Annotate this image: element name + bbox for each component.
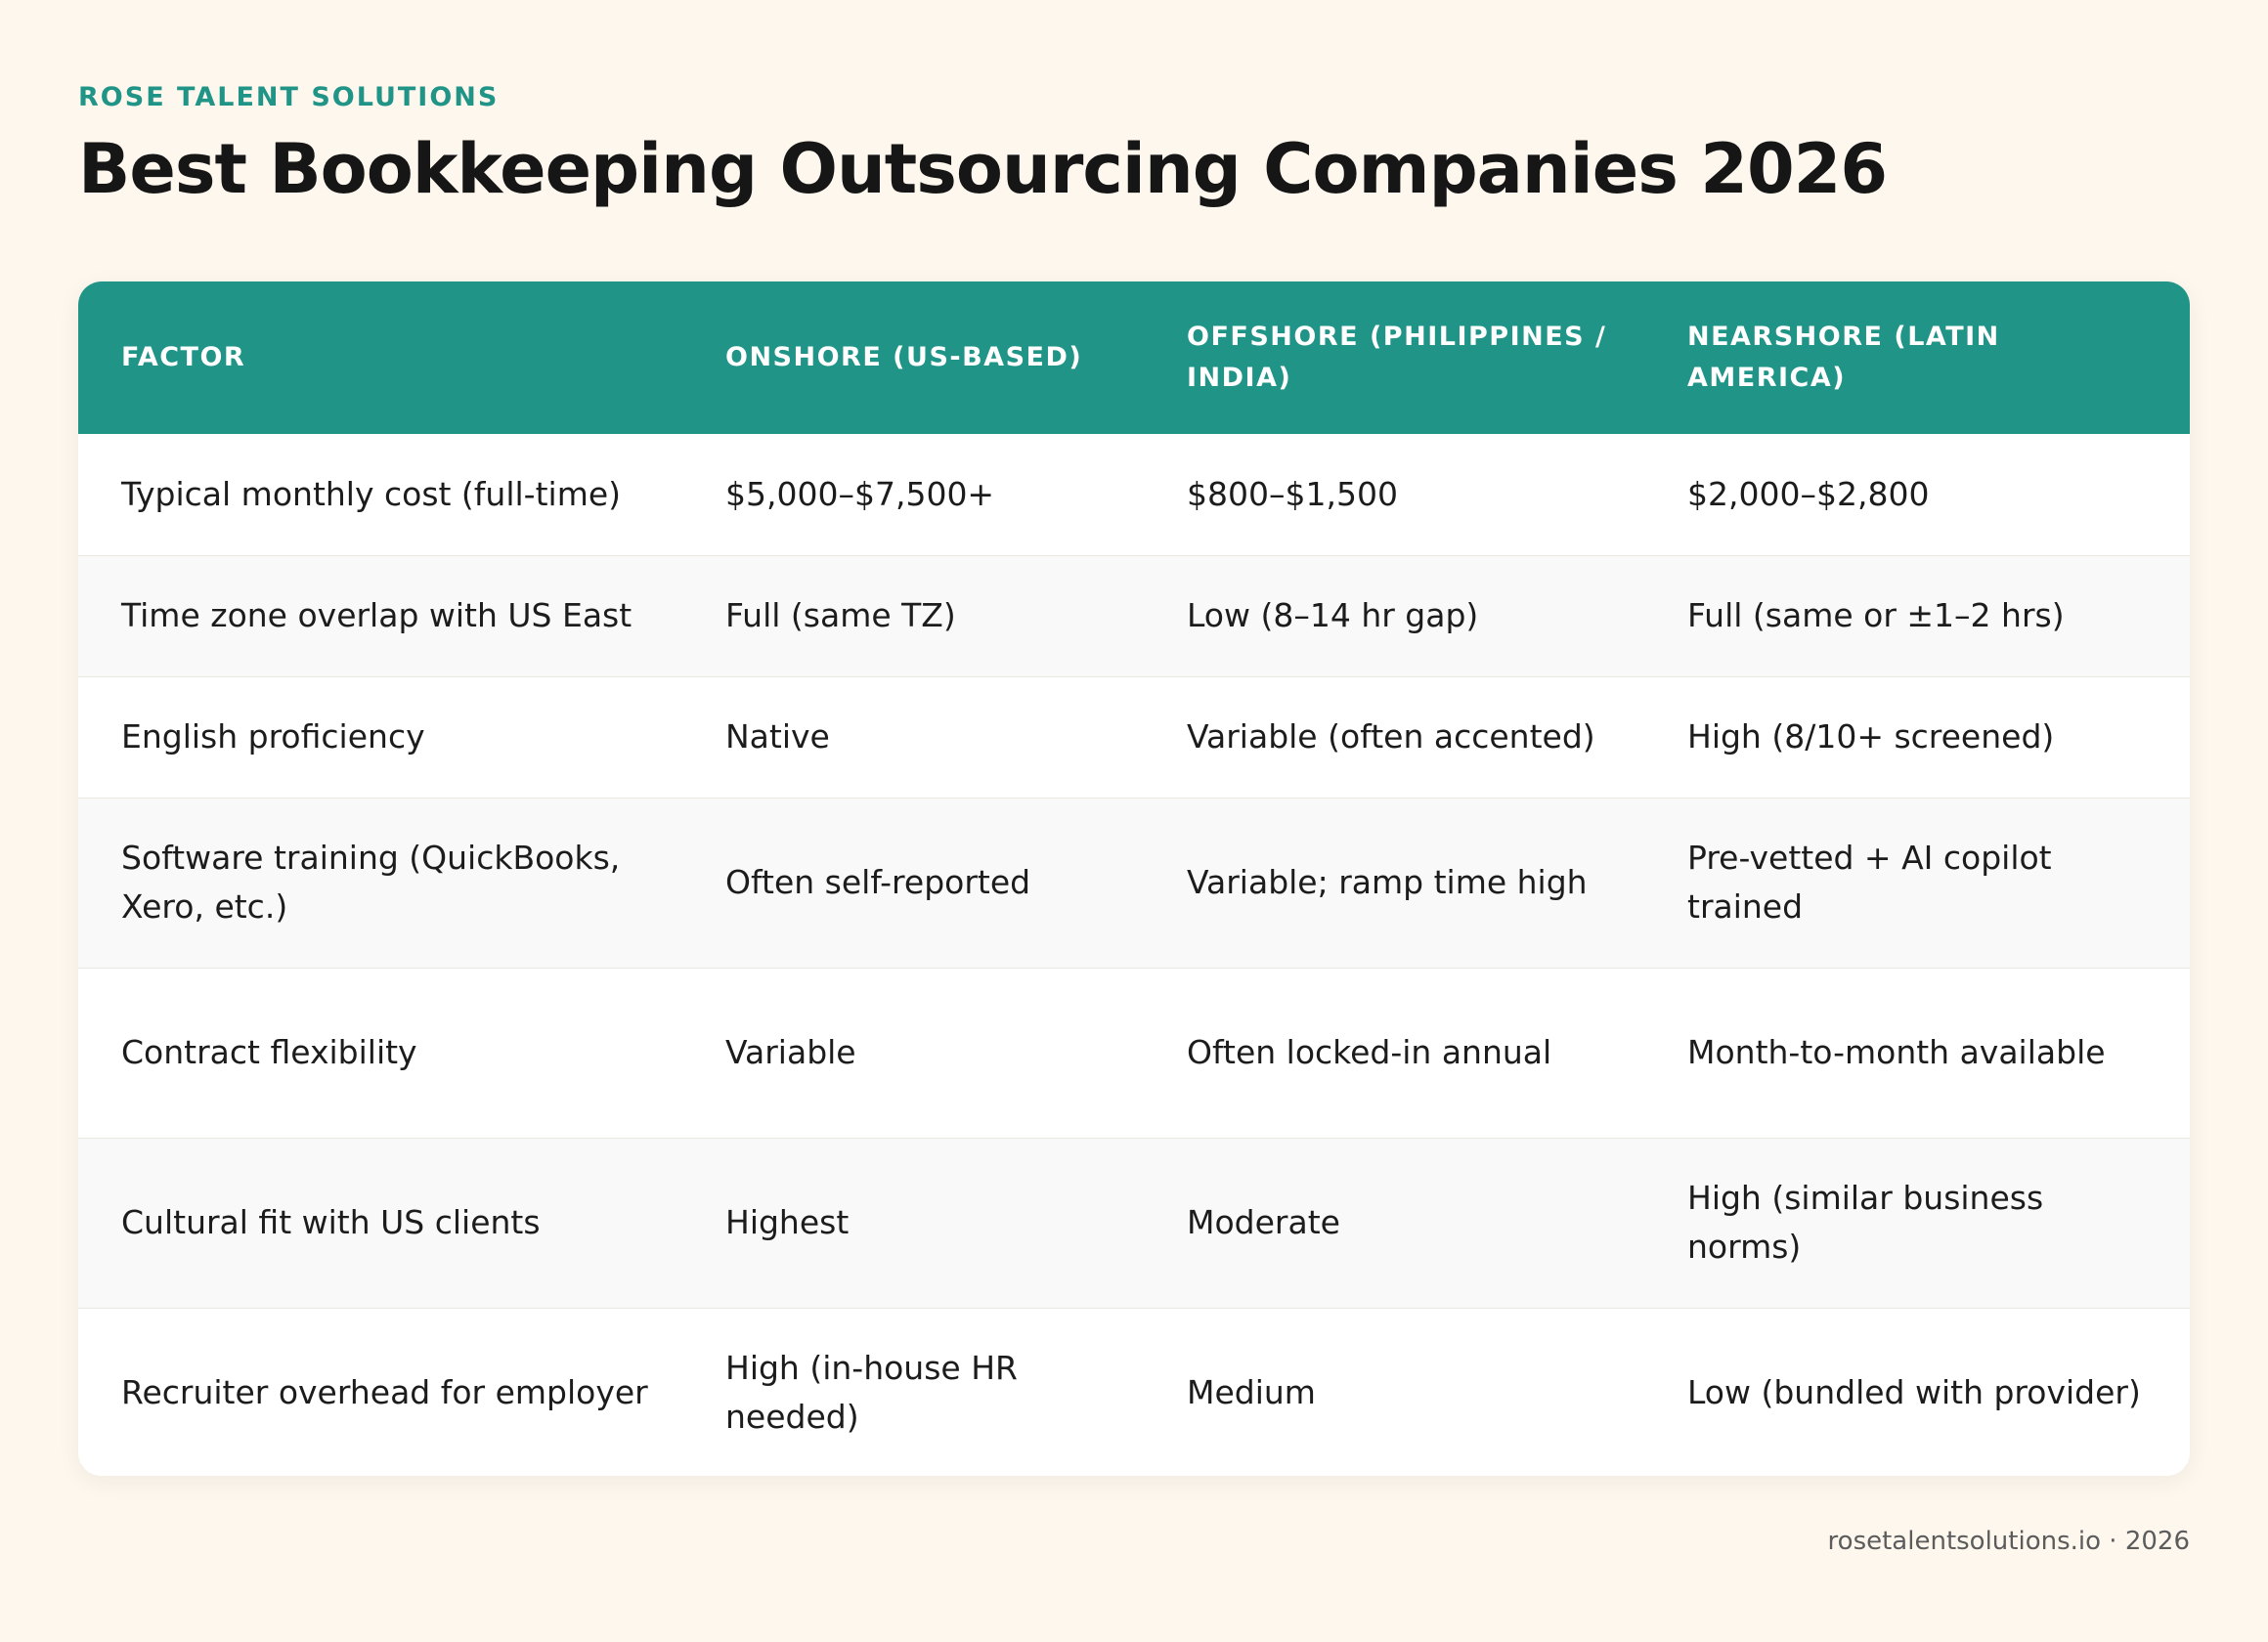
cell-offshore: Variable (often accented) — [1187, 675, 1687, 798]
cell-offshore: $800–$1,500 — [1187, 474, 1398, 513]
cell-onshore: Variable — [725, 967, 1187, 1138]
table-header-row: FACTOR ONSHORE (US-BASED) OFFSHORE (PHIL… — [78, 281, 2190, 434]
cell-offshore: Medium — [1187, 1307, 1687, 1476]
cell-onshore: Full (same TZ) — [725, 554, 1187, 676]
cell-factor: Time zone overlap with US East — [78, 554, 725, 676]
column-header-onshore: ONSHORE (US-BASED) — [725, 342, 1083, 372]
cell-factor: Software training (QuickBooks, Xero, etc… — [78, 797, 725, 968]
cell-factor: Contract flexibility — [78, 967, 725, 1138]
column-header-factor: FACTOR — [121, 342, 246, 372]
cell-factor: Typical monthly cost (full-time) — [121, 474, 622, 513]
table-body: Typical monthly cost (full-time) $5,000–… — [78, 434, 2190, 1476]
cell-factor: Cultural fit with US clients — [78, 1137, 725, 1308]
cell-factor: English proficiency — [78, 675, 725, 798]
table-row: Typical monthly cost (full-time) $5,000–… — [78, 434, 2190, 555]
cell-factor: Recruiter overhead for employer — [78, 1307, 725, 1476]
cell-onshore: Often self-reported — [725, 797, 1187, 968]
cell-nearshore: Low (bundled with provider) — [1687, 1307, 2190, 1476]
cell-offshore: Low (8–14 hr gap) — [1187, 554, 1687, 676]
page-title: Best Bookkeeping Outsourcing Companies 2… — [78, 129, 1888, 209]
cell-nearshore: Full (same or ±1–2 hrs) — [1687, 554, 2190, 676]
cell-nearshore: Pre-vetted + AI copilot trained — [1687, 797, 2190, 968]
table-row: Contract flexibility Variable Often lock… — [78, 967, 2190, 1138]
cell-offshore: Variable; ramp time high — [1187, 797, 1687, 968]
table-row: Time zone overlap with US East Full (sam… — [78, 554, 2190, 676]
comparison-table: FACTOR ONSHORE (US-BASED) OFFSHORE (PHIL… — [78, 281, 2190, 1476]
cell-offshore: Moderate — [1187, 1137, 1687, 1308]
table-row: Software training (QuickBooks, Xero, etc… — [78, 797, 2190, 968]
cell-nearshore: Month-to-month available — [1687, 967, 2190, 1138]
cell-nearshore: High (8/10+ screened) — [1687, 675, 2190, 798]
table-row: Recruiter overhead for employer High (in… — [78, 1307, 2190, 1476]
table-row: Cultural fit with US clients Highest Mod… — [78, 1137, 2190, 1308]
table-row: English proficiency Native Variable (oft… — [78, 675, 2190, 798]
column-header-nearshore: NEARSHORE (LATIN AMERICA) — [1687, 322, 2000, 393]
comparison-table-card: FACTOR ONSHORE (US-BASED) OFFSHORE (PHIL… — [78, 281, 2190, 1476]
cell-onshore: Native — [725, 675, 1187, 798]
table-header: FACTOR ONSHORE (US-BASED) OFFSHORE (PHIL… — [78, 281, 2190, 434]
footer-credit: rosetalentsolutions.io · 2026 — [1827, 1527, 2190, 1556]
cell-nearshore: $2,000–$2,800 — [1687, 474, 1930, 513]
brand-label: ROSE TALENT SOLUTIONS — [78, 82, 500, 112]
cell-onshore: High (in-house HR needed) — [725, 1307, 1187, 1476]
cell-onshore: $5,000–$7,500+ — [725, 474, 995, 513]
cell-offshore: Often locked-in annual — [1187, 967, 1687, 1138]
cell-onshore: Highest — [725, 1137, 1187, 1308]
cell-nearshore: High (similar business norms) — [1687, 1137, 2190, 1308]
column-header-offshore: OFFSHORE (PHILIPPINES / INDIA) — [1187, 322, 1607, 393]
